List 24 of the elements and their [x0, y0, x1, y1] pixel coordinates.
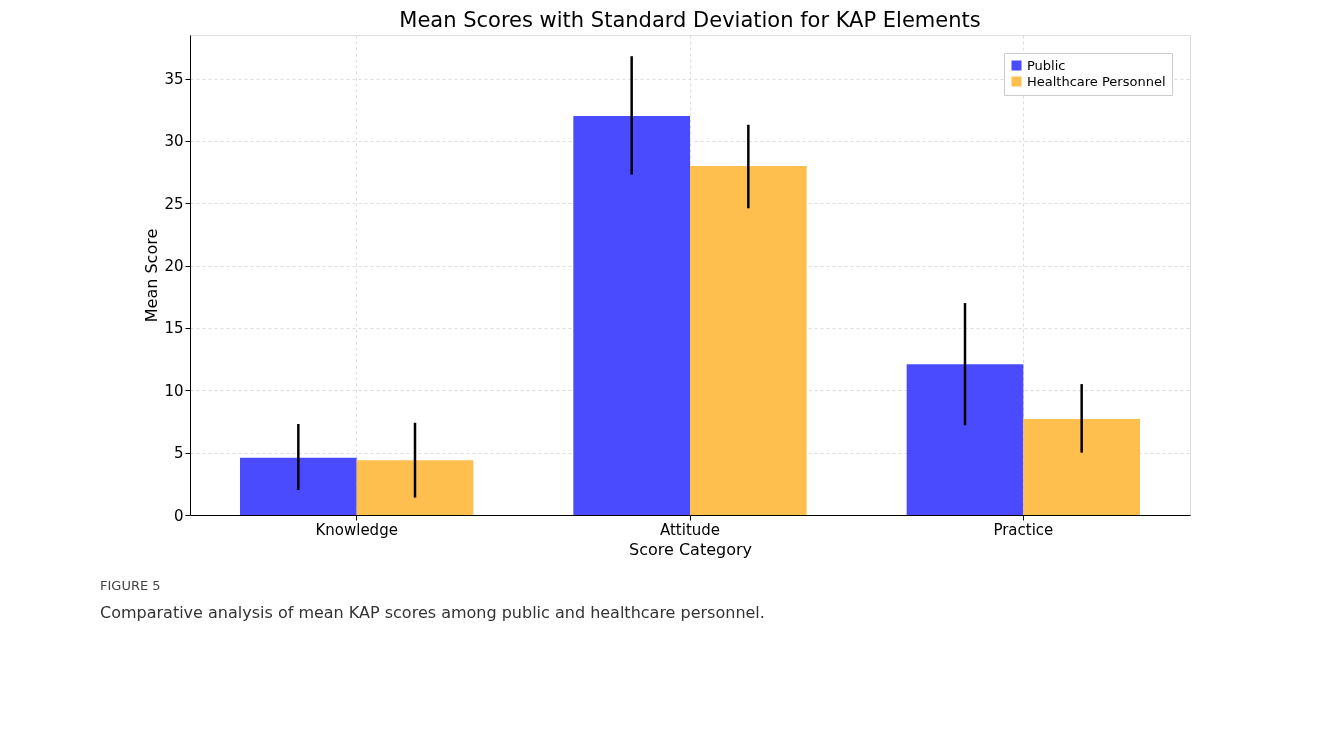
x-axis-title: Score Category [629, 539, 752, 559]
y-tick-label: 10 [164, 381, 184, 400]
bar [356, 460, 474, 515]
y-tick-label: 15 [164, 319, 184, 338]
bar [240, 457, 357, 515]
legend-label: Healthcare Personnel [1027, 73, 1166, 89]
y-tick-label: 5 [173, 444, 184, 463]
x-tick-label: Attitude [659, 520, 721, 539]
x-tick-label: Knowledge [315, 520, 398, 539]
y-tick-label: 20 [164, 257, 184, 276]
y-tick-label: 0 [173, 506, 184, 525]
y-axis-title: Mean Score [142, 228, 162, 323]
y-tick-label: 30 [164, 132, 184, 151]
bar [573, 116, 690, 515]
legend-label: Public [1027, 57, 1066, 73]
text: Comparative analysis of mean KAP scores among public and healthcare personnel. [100, 603, 765, 622]
y-tick-label: 35 [164, 70, 184, 89]
y-tick-label: 25 [164, 194, 184, 213]
bar [1023, 419, 1140, 515]
x-tick-label: Practice [993, 520, 1054, 539]
chart-title: Mean Scores with Standard Deviation for KAP Elements [399, 8, 981, 32]
bar [690, 165, 807, 515]
bar [906, 364, 1024, 515]
caption: FIGURE 5 [100, 578, 161, 593]
